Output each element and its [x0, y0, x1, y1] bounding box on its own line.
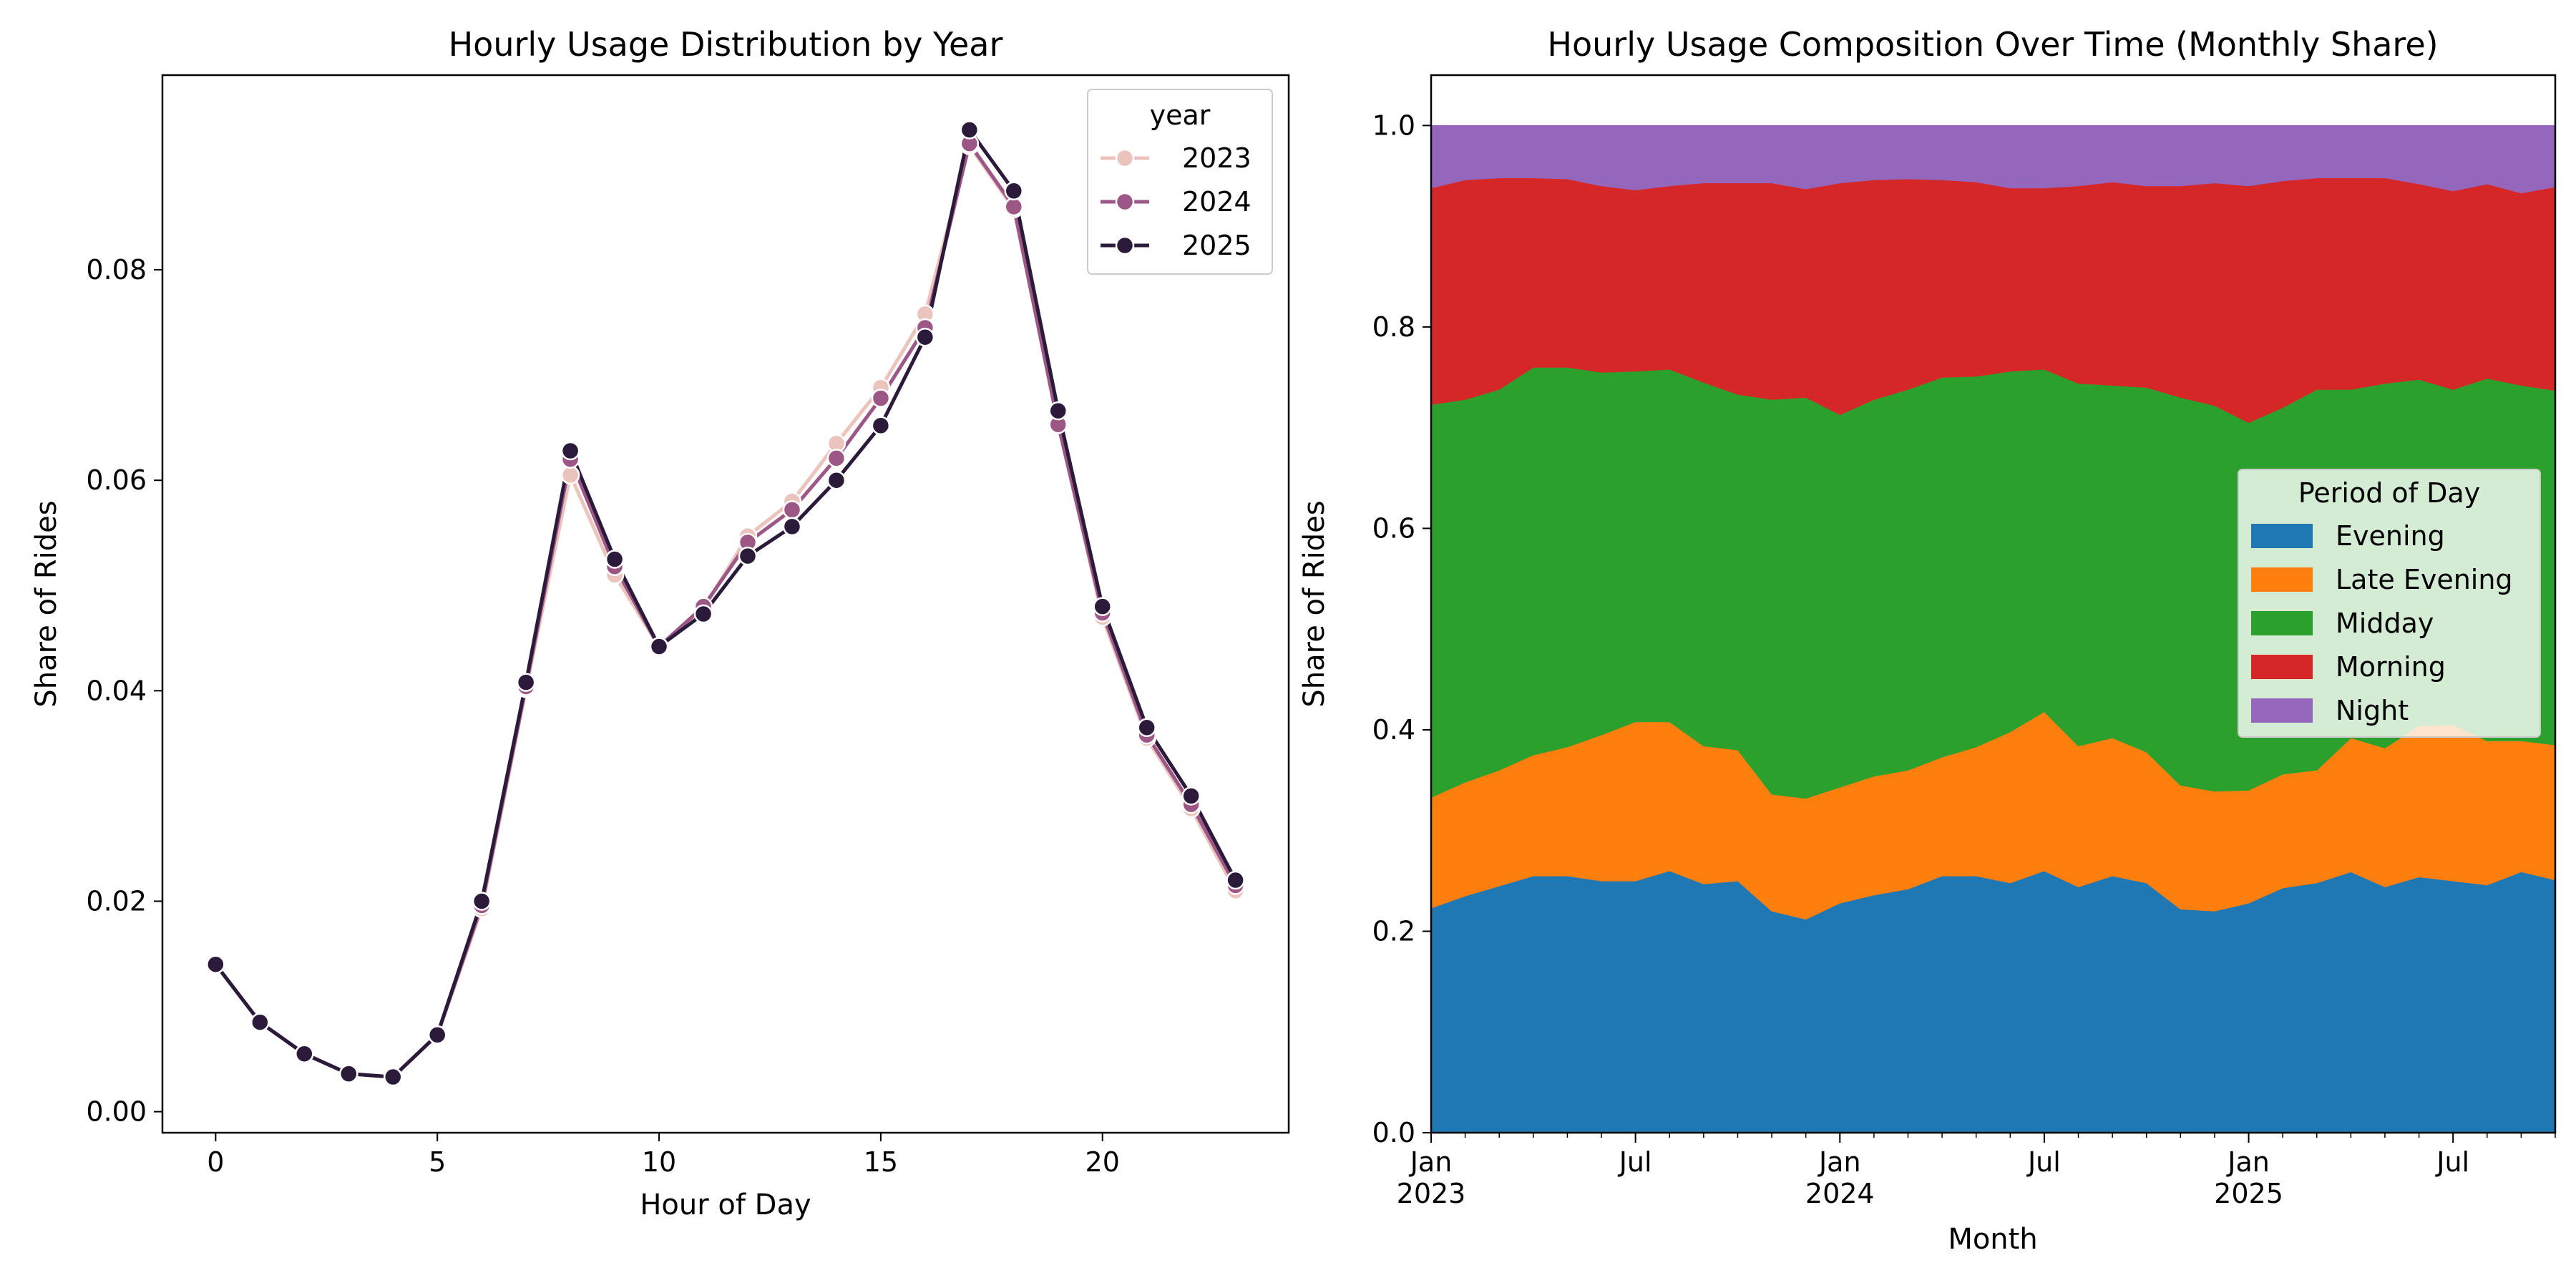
x-tick-label: Jul [2435, 1146, 2469, 1178]
legend: year 2023 2024 2025 [1087, 89, 1273, 275]
x-tick-label: 5 [429, 1146, 446, 1178]
legend-label: Late Evening [2336, 564, 2513, 595]
stacked-areas [1430, 125, 2556, 1133]
legend-swatch-midday [2251, 611, 2313, 635]
data-point-2025 [383, 1067, 403, 1087]
legend-swatch-morning [2251, 655, 2313, 679]
data-point-2025 [782, 517, 802, 537]
data-point-2025 [295, 1044, 314, 1063]
y-tick-label: 0.04 [86, 675, 147, 706]
y-tick-label: 0.08 [86, 254, 147, 286]
axis-ticks: 0 5 10 15 20 0.00 0.02 0.04 0.06 0.08 [86, 254, 1120, 1178]
y-tick-label: 0.6 [1372, 512, 1415, 544]
legend-label: 2024 [1182, 186, 1252, 218]
legend-label: Evening [2336, 520, 2445, 552]
data-point-2024 [782, 500, 802, 519]
data-point-2023 [560, 465, 580, 485]
y-tick-label: 0.8 [1372, 311, 1415, 343]
hourly-line-chart: Hourly Usage Distribution by Year 0 5 10 15… [30, 25, 1290, 1221]
data-point-2025 [1226, 870, 1245, 890]
x-tick-label: Jan [1409, 1146, 1453, 1178]
area-evening [1430, 870, 2556, 1133]
data-point-2025 [339, 1064, 358, 1083]
legend-title: Period of Day [2298, 477, 2480, 509]
data-point-2025 [649, 637, 669, 656]
legend-box [2238, 469, 2541, 738]
legend-title: year [1150, 99, 1211, 131]
y-tick-label: 1.0 [1372, 109, 1415, 141]
data-point-2025 [1181, 786, 1201, 806]
legend-label: Midday [2336, 608, 2434, 639]
data-point-2025 [250, 1013, 270, 1032]
data-point-2025 [915, 327, 935, 347]
data-point-2025 [738, 546, 758, 566]
legend-label: Morning [2336, 651, 2446, 683]
data-point-2025 [472, 892, 492, 911]
data-point-2025 [693, 604, 713, 624]
x-tick-label: 0 [207, 1146, 224, 1178]
x-tick-label: 15 [864, 1146, 898, 1178]
chart-title: Hourly Usage Composition Over Time (Mont… [1547, 25, 2438, 64]
legend-marker-2025 [1115, 235, 1135, 255]
data-point-2024 [1004, 197, 1024, 217]
legend-box [1087, 89, 1273, 275]
data-point-2024 [826, 449, 847, 468]
legend-label: 2023 [1182, 142, 1252, 174]
x-tick-label: Jan [2226, 1146, 2270, 1178]
legend: Period of Day Evening Late Evening Midday M… [2238, 469, 2541, 738]
x-axis-label: Month [1948, 1223, 2037, 1256]
legend-label: Night [2336, 695, 2409, 726]
plot-frame [161, 74, 1290, 1134]
x-axis-label: Hour of Day [640, 1189, 811, 1221]
data-point-2025 [871, 416, 891, 435]
composition-area-chart: Hourly Usage Composition Over Time (Mont… [1298, 25, 2557, 1256]
x-tick-label: Jul [1618, 1146, 1652, 1178]
chart-title: Hourly Usage Distribution by Year [449, 25, 1003, 64]
data-point-2025 [516, 673, 536, 692]
legend-swatch-night [2251, 698, 2313, 723]
data-point-2025 [826, 470, 847, 490]
data-point-2025 [1004, 181, 1024, 201]
data-point-2025 [427, 1025, 447, 1045]
legend-marker-2023 [1115, 148, 1135, 168]
y-tick-label: 0.02 [86, 885, 147, 917]
legend-swatch-evening [2251, 524, 2313, 548]
y-tick-label: 0.06 [86, 464, 147, 496]
data-point-2025 [605, 550, 625, 569]
data-point-2025 [1093, 597, 1112, 616]
y-tick-label: 0.2 [1372, 915, 1415, 947]
data-point-2025 [1048, 401, 1068, 421]
data-point-2024 [871, 389, 891, 408]
data-point-2025 [560, 441, 580, 461]
x-tick-year-label: 2025 [2214, 1178, 2283, 1209]
x-tick-label: Jul [2026, 1146, 2061, 1178]
y-tick-label: 0.00 [86, 1096, 147, 1128]
legend-swatch-late-evening [2251, 567, 2313, 592]
data-point-2025 [1137, 718, 1156, 738]
legend-label: 2025 [1182, 230, 1252, 261]
x-tick-label: 10 [642, 1146, 676, 1178]
y-axis-label: Share of Rides [30, 500, 63, 707]
data-point-2025 [960, 120, 980, 140]
y-axis-label: Share of Rides [1298, 500, 1331, 707]
data-point-2025 [206, 955, 225, 974]
plot-frame [1430, 74, 2557, 1134]
y-tick-label: 0.0 [1372, 1117, 1415, 1148]
x-tick-label: Jan [1818, 1146, 1861, 1178]
legend-marker-2024 [1115, 192, 1135, 212]
x-tick-year-label: 2024 [1805, 1178, 1875, 1209]
series-markers [206, 120, 1245, 1087]
y-tick-label: 0.4 [1372, 714, 1415, 746]
x-tick-year-label: 2023 [1397, 1178, 1466, 1209]
x-tick-label: 20 [1085, 1146, 1120, 1178]
